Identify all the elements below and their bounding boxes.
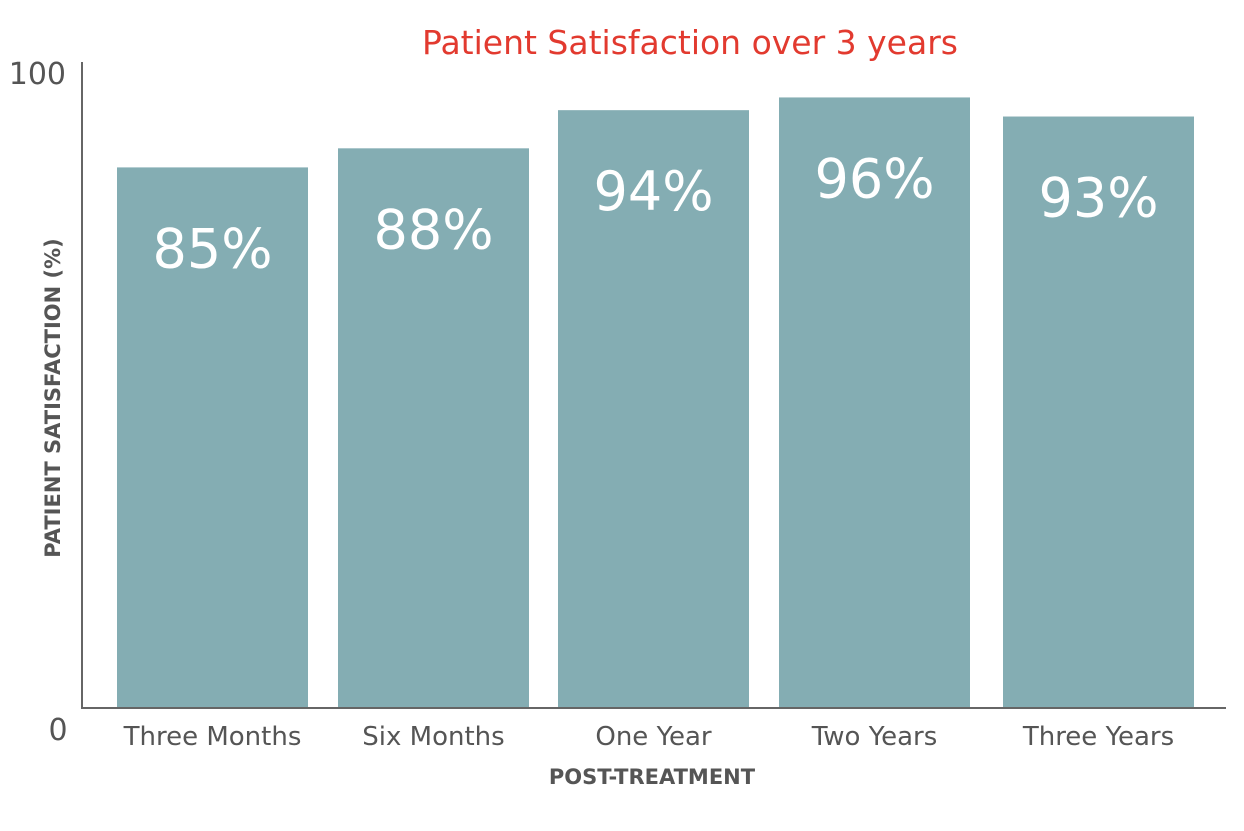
x-tick-label: Six Months <box>362 722 504 752</box>
x-tick-label: Two Years <box>811 722 938 752</box>
bar-value-label: 85% <box>152 217 272 280</box>
bar-three-years <box>1003 116 1194 708</box>
y-axis-label: PATIENT SATISFACTION (%) <box>41 238 65 558</box>
bar-labels-layer: 85% 88% 94% 96% 93% <box>152 147 1158 280</box>
bar-one-year <box>558 110 749 708</box>
bar-value-label: 88% <box>373 198 493 261</box>
x-axis-label: POST-TREATMENT <box>549 765 756 789</box>
bar-two-years <box>779 97 970 708</box>
x-tick-label: Three Years <box>1022 722 1174 752</box>
chart-title: Patient Satisfaction over 3 years <box>422 23 958 62</box>
bar-value-label: 96% <box>814 147 934 210</box>
bar-value-label: 94% <box>593 160 713 223</box>
bars-layer <box>117 97 1194 708</box>
x-tick-label: Three Months <box>123 722 302 752</box>
bar-six-months <box>338 148 529 708</box>
bar-three-months <box>117 167 308 708</box>
x-ticks-layer: Three Months Six Months One Year Two Years T… <box>123 722 1175 752</box>
bar-value-label: 93% <box>1038 167 1158 230</box>
y-tick-label-max: 100 <box>9 57 66 92</box>
x-tick-label: One Year <box>595 722 712 752</box>
y-tick-label-min: 0 <box>48 713 67 748</box>
